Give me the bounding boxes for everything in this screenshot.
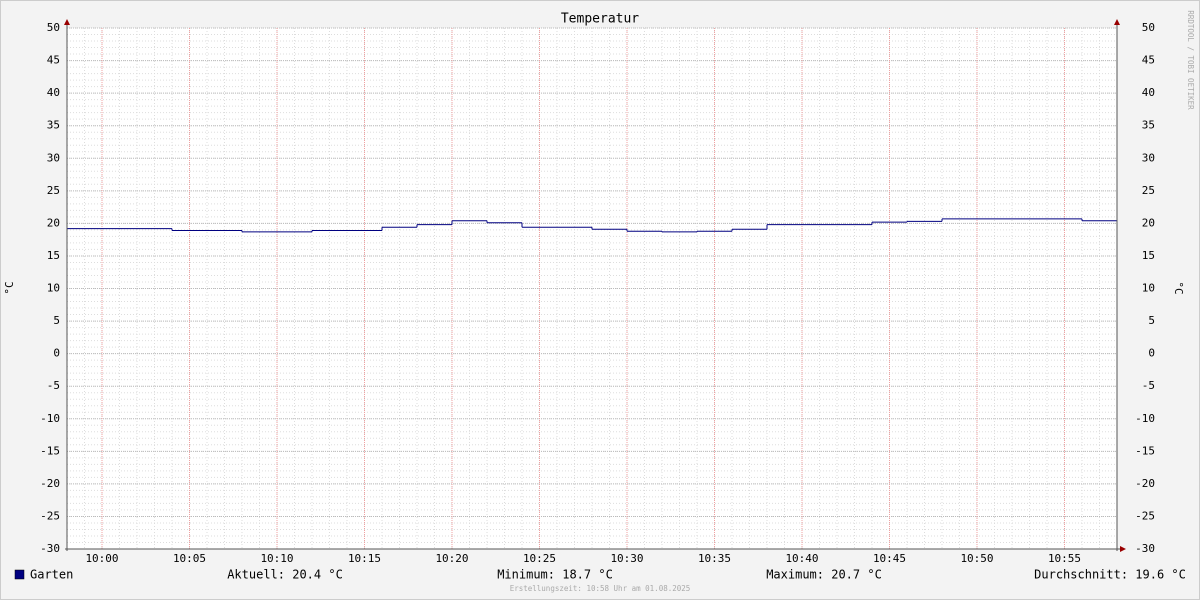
- y-tick-label: 35: [47, 119, 60, 132]
- y-tick-label: 5: [53, 314, 60, 327]
- x-tick-label: 10:30: [610, 552, 643, 565]
- x-tick-label: 10:00: [85, 552, 118, 565]
- grid: [66, 27, 1118, 550]
- y2-tick-label: -25: [1135, 509, 1155, 522]
- axis-arrow: [1120, 546, 1126, 552]
- x-tick-label: 10:40: [785, 552, 818, 565]
- y-tick-label: 30: [47, 151, 60, 164]
- y2-tick-label: 25: [1142, 184, 1155, 197]
- y-tick-label: 15: [47, 249, 60, 262]
- y2-tick-label: 40: [1142, 86, 1155, 99]
- y2-tick-label: 35: [1142, 119, 1155, 132]
- y2-tick-label: 20: [1142, 216, 1155, 229]
- legend-stat: Aktuell: 20.4 °C: [227, 568, 343, 582]
- x-tick-label: 10:10: [260, 552, 293, 565]
- x-tick-label: 10:35: [698, 552, 731, 565]
- y-tick-label: -25: [40, 509, 60, 522]
- y2-tick-label: -10: [1135, 412, 1155, 425]
- marks: [67, 218, 1117, 233]
- footer: Erstellungszeit: 10:58 Uhr am 01.08.2025: [510, 584, 691, 593]
- y-tick-label: 40: [47, 86, 60, 99]
- axis-arrow: [1114, 19, 1120, 25]
- y-tick-label: 25: [47, 184, 60, 197]
- y2-tick-label: -15: [1135, 444, 1155, 457]
- y-tick-label: 50: [47, 21, 60, 34]
- x-tick-label: 10:50: [960, 552, 993, 565]
- watermark: RRDTOOL / TOBI OETIKER: [1186, 10, 1195, 110]
- y2-tick-label: 45: [1142, 54, 1155, 67]
- y-tick-label: -5: [47, 379, 60, 392]
- x-tick-label: 10:55: [1048, 552, 1081, 565]
- y2-tick-label: 50: [1142, 21, 1155, 34]
- y-tick-label: -10: [40, 412, 60, 425]
- y-tick-label: -30: [40, 542, 60, 555]
- legend-stat: Maximum: 20.7 °C: [766, 568, 882, 582]
- x-tick-label: 10:15: [348, 552, 381, 565]
- x-tick-label: 10:45: [873, 552, 906, 565]
- y2-tick-label: 10: [1142, 282, 1155, 295]
- y-tick-label: 10: [47, 282, 60, 295]
- y-tick-label: 20: [47, 216, 60, 229]
- y2-tick-label: 15: [1142, 249, 1155, 262]
- legend-swatch: [14, 569, 25, 580]
- y2-tick-label: -30: [1135, 542, 1155, 555]
- chart-title: Temperatur: [561, 12, 639, 27]
- x-tick-label: 10:20: [435, 552, 468, 565]
- legend-stat: Minimum: 18.7 °C: [497, 568, 613, 582]
- y2-tick-label: -20: [1135, 477, 1155, 490]
- axis-arrow: [64, 19, 70, 25]
- y-tick-label: 45: [47, 54, 60, 67]
- y2-axis-label: °C: [1172, 281, 1185, 294]
- x-tick-label: 10:25: [523, 552, 556, 565]
- y2-tick-label: 30: [1142, 151, 1155, 164]
- y2-tick-label: 5: [1148, 314, 1155, 327]
- y2-tick-label: 0: [1148, 347, 1155, 360]
- y-axis-label: °C: [3, 281, 16, 294]
- y2-tick-label: -5: [1142, 379, 1155, 392]
- y-tick-label: -15: [40, 444, 60, 457]
- x-tick-label: 10:05: [173, 552, 206, 565]
- y-tick-label: -20: [40, 477, 60, 490]
- y-tick-label: 0: [53, 347, 60, 360]
- legend-stat: Durchschnitt: 19.6 °C: [1034, 568, 1186, 582]
- legend-label: Garten: [30, 568, 73, 582]
